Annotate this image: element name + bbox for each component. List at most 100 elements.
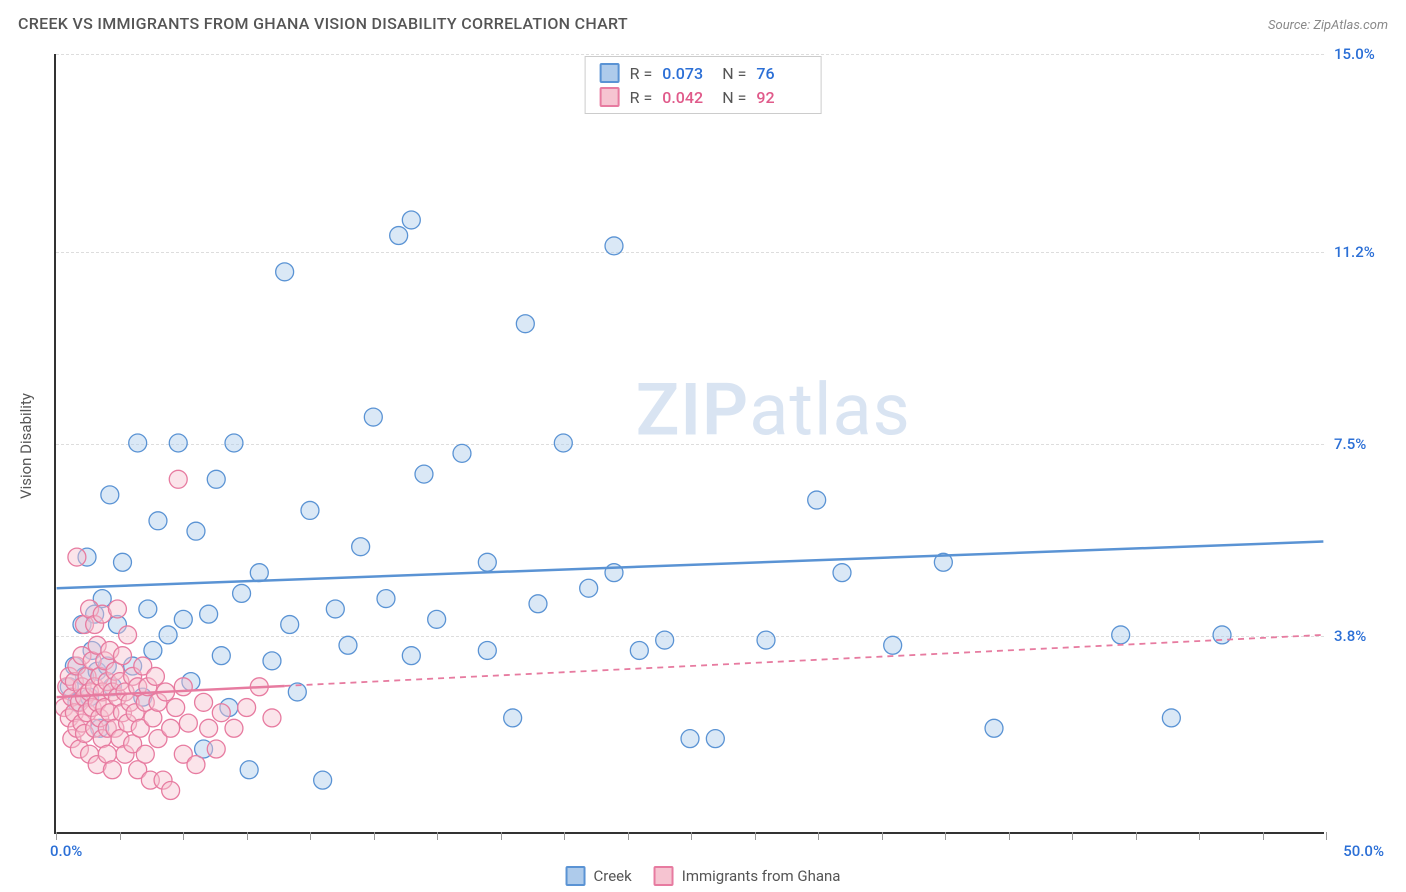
scatter-point [453,444,471,462]
scatter-point [207,470,225,488]
scatter-point [681,730,699,748]
scatter-point [169,434,187,452]
scatter-point [402,211,420,229]
scatter-point [233,584,251,602]
scatter-point [478,553,496,571]
scatter-point [101,486,119,504]
legend-item: Creek [566,866,632,886]
stats-box: R =0.073N =76R =0.042N =92 [585,56,822,114]
legend-swatch [600,63,620,83]
scatter-point [250,564,268,582]
scatter-point [516,315,534,333]
scatter-point [833,564,851,582]
scatter-point [808,491,826,509]
x-tick [1263,832,1264,840]
scatter-point [195,693,213,711]
chart-header: CREEK VS IMMIGRANTS FROM GHANA VISION DI… [18,14,1388,33]
scatter-point [554,434,572,452]
legend-label: Creek [594,867,632,885]
scatter-point [149,512,167,530]
scatter-point [985,719,1003,737]
scatter-point [119,626,137,644]
scatter-point [263,709,281,727]
x-tick [564,832,565,840]
x-tick [882,832,883,840]
x-tick [183,832,184,840]
scatter-point [240,761,258,779]
x-tick [818,832,819,840]
x-tick [120,832,121,840]
scatter-point [757,631,775,649]
y-tick-label: 11.2% [1334,243,1394,261]
stats-row: R =0.073N =76 [600,63,807,83]
chart-source: Source: ZipAtlas.com [1268,18,1388,33]
scatter-point [529,595,547,613]
chart-svg [56,54,1324,832]
scatter-point [212,647,230,665]
scatter-point [103,761,121,779]
scatter-point [169,470,187,488]
scatter-point [114,647,132,665]
stat-r-value: 0.042 [662,88,712,107]
scatter-point [706,730,724,748]
bottom-legend: Creek Immigrants from Ghana [566,866,841,886]
scatter-point [1162,709,1180,727]
stat-n-value: 76 [756,64,806,83]
scatter-point [630,641,648,659]
scatter-point [68,548,86,566]
scatter-point [187,522,205,540]
x-tick [56,832,57,840]
scatter-point [146,667,164,685]
scatter-point [390,227,408,245]
stat-n-value: 92 [756,88,806,107]
scatter-point [225,719,243,737]
scatter-point [656,631,674,649]
x-tick [691,832,692,840]
stat-r-label: R = [630,88,653,107]
x-tick [247,832,248,840]
scatter-point [207,740,225,758]
scatter-point [1112,626,1130,644]
legend-label: Immigrants from Ghana [682,867,841,885]
scatter-point [162,782,180,800]
scatter-point [179,714,197,732]
x-tick [1009,832,1010,840]
legend-item: Immigrants from Ghana [654,866,841,886]
scatter-point [301,501,319,519]
scatter-point [884,636,902,654]
scatter-point [428,610,446,628]
scatter-point [352,538,370,556]
y-tick-label: 15.0% [1334,45,1394,63]
scatter-point [174,610,192,628]
scatter-point [504,709,522,727]
x-tick [945,832,946,840]
scatter-point [605,237,623,255]
scatter-point [339,636,357,654]
scatter-point [415,465,433,483]
trend-line-dashed [285,635,1324,686]
stat-n-label: N = [722,64,746,83]
legend-swatch [654,866,674,886]
stats-row: R = 0.042 N = 92 [600,87,807,107]
legend-swatch [600,87,620,107]
scatter-point [281,616,299,634]
y-axis-label: Vision Disability [17,393,35,499]
scatter-point [478,641,496,659]
x-max-label: 50.0% [1343,842,1384,860]
x-tick [374,832,375,840]
x-tick [437,832,438,840]
scatter-point [580,579,598,597]
scatter-point [129,434,147,452]
scatter-point [114,553,132,571]
stat-n-label: N = [722,88,746,107]
legend-swatch [566,866,586,886]
trend-line [57,542,1324,589]
y-tick-label: 3.8% [1334,627,1394,645]
x-tick [1199,832,1200,840]
x-tick [310,832,311,840]
plot-area: 0.0% 50.0% 3.8%7.5%11.2%15.0% [54,54,1324,834]
x-tick [755,832,756,840]
scatter-point [200,605,218,623]
scatter-point [238,699,256,717]
scatter-point [377,590,395,608]
